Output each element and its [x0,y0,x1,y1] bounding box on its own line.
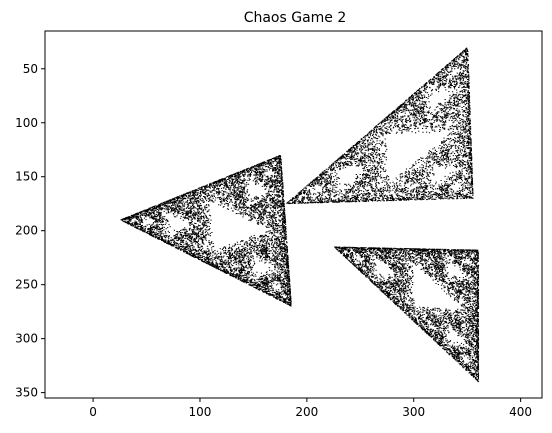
axis-ticks: 0 100 200 300 400 50 100 150 200 250 300 350 [15,62,532,419]
x-tick-label: 400 [509,405,532,419]
scatter-points [120,47,480,383]
scatter-point-cloud [120,47,480,383]
y-tick-label: 150 [15,170,38,184]
x-tick-label: 0 [89,405,97,419]
y-tick-label: 250 [15,278,38,292]
chart-title: Chaos Game 2 [244,10,347,26]
y-tick-label: 200 [15,224,38,238]
y-tick-label: 350 [15,386,38,400]
y-tick-label: 100 [15,116,38,130]
y-tick-label: 50 [23,62,38,76]
y-tick-label: 300 [15,332,38,346]
plot-frame [44,30,543,399]
x-tick-label: 300 [402,405,425,419]
x-tick-label: 100 [189,405,212,419]
x-tick-label: 200 [295,405,318,419]
